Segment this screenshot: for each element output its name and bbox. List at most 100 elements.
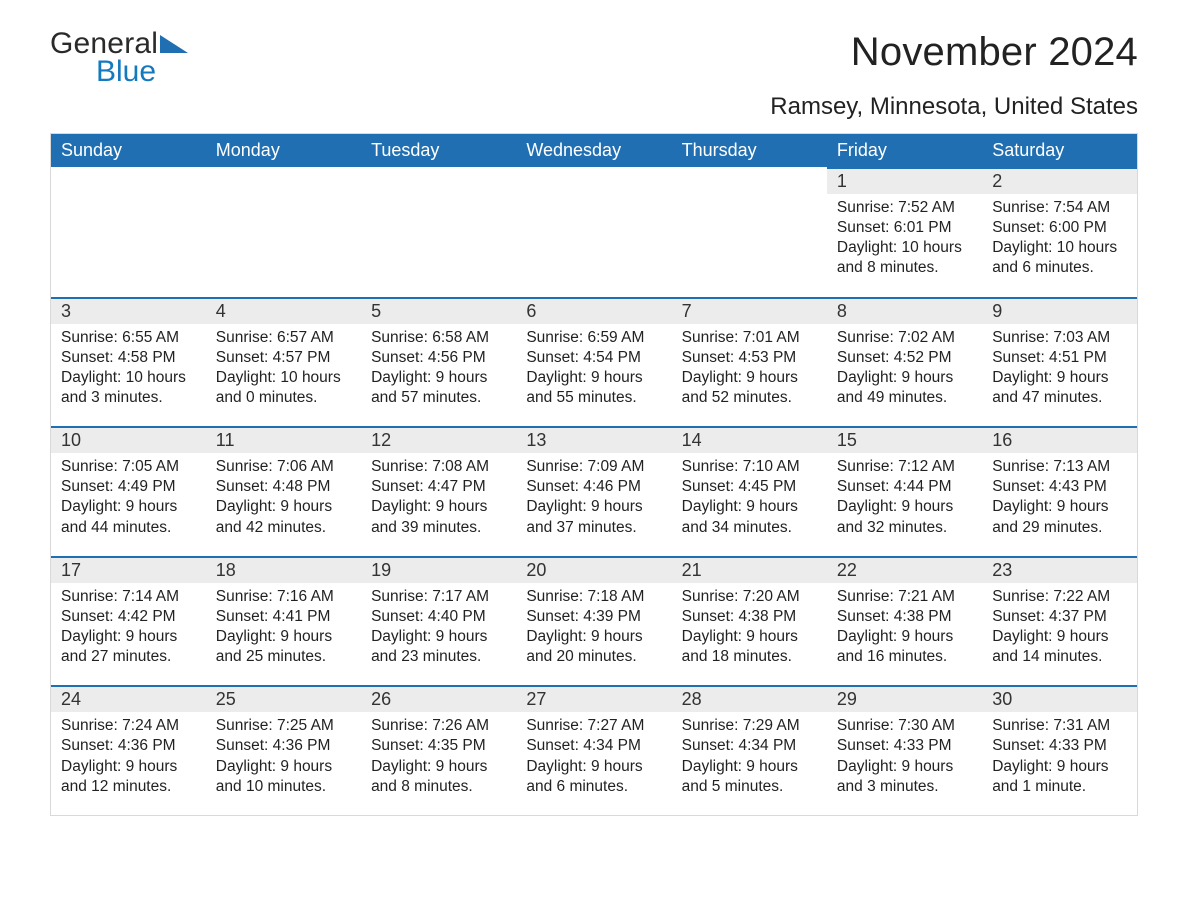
day-sunrise: Sunrise: 7:05 AM (61, 457, 196, 477)
day-sunrise: Sunrise: 7:10 AM (682, 457, 817, 477)
day-number: 29 (827, 685, 982, 712)
day-number: 15 (827, 426, 982, 453)
logo-word-general: General (50, 30, 158, 57)
calendar-cell: 18Sunrise: 7:16 AMSunset: 4:41 PMDayligh… (206, 556, 361, 686)
day-number: 1 (827, 167, 982, 194)
day-day2: and 10 minutes. (216, 777, 351, 797)
day-number: 21 (672, 556, 827, 583)
day-day1: Daylight: 9 hours (992, 368, 1127, 388)
day-sunset: Sunset: 6:01 PM (837, 218, 972, 238)
day-day2: and 14 minutes. (992, 647, 1127, 667)
day-sunset: Sunset: 4:57 PM (216, 348, 351, 368)
day-sunrise: Sunrise: 6:58 AM (371, 328, 506, 348)
calendar-cell: 1Sunrise: 7:52 AMSunset: 6:01 PMDaylight… (827, 167, 982, 297)
day-day1: Daylight: 9 hours (992, 497, 1127, 517)
day-day2: and 57 minutes. (371, 388, 506, 408)
calendar-cell: 26Sunrise: 7:26 AMSunset: 4:35 PMDayligh… (361, 685, 516, 815)
day-sunset: Sunset: 4:54 PM (526, 348, 661, 368)
day-details: Sunrise: 7:20 AMSunset: 4:38 PMDaylight:… (672, 583, 827, 668)
day-day2: and 8 minutes. (837, 258, 972, 278)
day-sunset: Sunset: 4:48 PM (216, 477, 351, 497)
day-day2: and 3 minutes. (61, 388, 196, 408)
day-details: Sunrise: 7:30 AMSunset: 4:33 PMDaylight:… (827, 712, 982, 797)
calendar-week: 24Sunrise: 7:24 AMSunset: 4:36 PMDayligh… (51, 685, 1138, 815)
logo: General Blue (50, 30, 188, 89)
calendar-cell: 14Sunrise: 7:10 AMSunset: 4:45 PMDayligh… (672, 426, 827, 556)
logo-word-blue: Blue (96, 55, 156, 89)
calendar-cell: 28Sunrise: 7:29 AMSunset: 4:34 PMDayligh… (672, 685, 827, 815)
day-number: 25 (206, 685, 361, 712)
day-number: 5 (361, 297, 516, 324)
day-details: Sunrise: 6:59 AMSunset: 4:54 PMDaylight:… (516, 324, 671, 409)
calendar-cell: 13Sunrise: 7:09 AMSunset: 4:46 PMDayligh… (516, 426, 671, 556)
day-sunset: Sunset: 4:52 PM (837, 348, 972, 368)
day-details: Sunrise: 6:55 AMSunset: 4:58 PMDaylight:… (51, 324, 206, 409)
col-tuesday: Tuesday (361, 134, 516, 168)
calendar-cell: 23Sunrise: 7:22 AMSunset: 4:37 PMDayligh… (982, 556, 1137, 686)
col-wednesday: Wednesday (516, 134, 671, 168)
day-day2: and 42 minutes. (216, 518, 351, 538)
day-sunrise: Sunrise: 7:18 AM (526, 587, 661, 607)
day-day1: Daylight: 9 hours (526, 627, 661, 647)
day-day1: Daylight: 9 hours (992, 627, 1127, 647)
day-day2: and 16 minutes. (837, 647, 972, 667)
day-sunset: Sunset: 4:35 PM (371, 736, 506, 756)
day-day1: Daylight: 9 hours (682, 368, 817, 388)
day-sunset: Sunset: 4:37 PM (992, 607, 1127, 627)
day-details: Sunrise: 7:16 AMSunset: 4:41 PMDaylight:… (206, 583, 361, 668)
calendar-cell: 8Sunrise: 7:02 AMSunset: 4:52 PMDaylight… (827, 297, 982, 427)
day-sunset: Sunset: 4:34 PM (526, 736, 661, 756)
day-details: Sunrise: 7:12 AMSunset: 4:44 PMDaylight:… (827, 453, 982, 538)
day-sunrise: Sunrise: 7:16 AM (216, 587, 351, 607)
day-day2: and 18 minutes. (682, 647, 817, 667)
day-number: 9 (982, 297, 1137, 324)
day-day2: and 47 minutes. (992, 388, 1127, 408)
day-day1: Daylight: 9 hours (371, 757, 506, 777)
day-number: 14 (672, 426, 827, 453)
calendar-cell (361, 167, 516, 297)
calendar-cell: 6Sunrise: 6:59 AMSunset: 4:54 PMDaylight… (516, 297, 671, 427)
day-sunrise: Sunrise: 7:03 AM (992, 328, 1127, 348)
day-sunrise: Sunrise: 6:57 AM (216, 328, 351, 348)
day-sunrise: Sunrise: 7:17 AM (371, 587, 506, 607)
day-day1: Daylight: 9 hours (61, 627, 196, 647)
day-day1: Daylight: 9 hours (216, 627, 351, 647)
calendar-week: 10Sunrise: 7:05 AMSunset: 4:49 PMDayligh… (51, 426, 1138, 556)
day-details: Sunrise: 7:08 AMSunset: 4:47 PMDaylight:… (361, 453, 516, 538)
day-day2: and 27 minutes. (61, 647, 196, 667)
col-monday: Monday (206, 134, 361, 168)
day-day1: Daylight: 9 hours (837, 368, 972, 388)
day-details: Sunrise: 7:54 AMSunset: 6:00 PMDaylight:… (982, 194, 1137, 279)
day-day2: and 20 minutes. (526, 647, 661, 667)
calendar-cell: 12Sunrise: 7:08 AMSunset: 4:47 PMDayligh… (361, 426, 516, 556)
day-sunset: Sunset: 4:39 PM (526, 607, 661, 627)
calendar-cell: 27Sunrise: 7:27 AMSunset: 4:34 PMDayligh… (516, 685, 671, 815)
day-number: 27 (516, 685, 671, 712)
day-sunset: Sunset: 4:46 PM (526, 477, 661, 497)
day-number: 26 (361, 685, 516, 712)
day-number: 2 (982, 167, 1137, 194)
day-sunset: Sunset: 4:36 PM (61, 736, 196, 756)
day-number: 3 (51, 297, 206, 324)
day-day1: Daylight: 10 hours (216, 368, 351, 388)
day-day2: and 39 minutes. (371, 518, 506, 538)
day-day1: Daylight: 9 hours (216, 497, 351, 517)
day-sunset: Sunset: 4:40 PM (371, 607, 506, 627)
calendar-week: 3Sunrise: 6:55 AMSunset: 4:58 PMDaylight… (51, 297, 1138, 427)
day-sunrise: Sunrise: 7:22 AM (992, 587, 1127, 607)
day-details: Sunrise: 7:13 AMSunset: 4:43 PMDaylight:… (982, 453, 1137, 538)
day-day1: Daylight: 10 hours (837, 238, 972, 258)
calendar-cell (672, 167, 827, 297)
day-day2: and 52 minutes. (682, 388, 817, 408)
calendar-cell: 7Sunrise: 7:01 AMSunset: 4:53 PMDaylight… (672, 297, 827, 427)
col-sunday: Sunday (51, 134, 206, 168)
day-day2: and 3 minutes. (837, 777, 972, 797)
calendar-header-row: Sunday Monday Tuesday Wednesday Thursday… (51, 134, 1138, 168)
day-day1: Daylight: 9 hours (837, 627, 972, 647)
day-day2: and 5 minutes. (682, 777, 817, 797)
logo-mark-icon (160, 33, 188, 56)
day-details: Sunrise: 7:05 AMSunset: 4:49 PMDaylight:… (51, 453, 206, 538)
title-block: November 2024 Ramsey, Minnesota, United … (770, 30, 1138, 127)
calendar-cell: 4Sunrise: 6:57 AMSunset: 4:57 PMDaylight… (206, 297, 361, 427)
day-day2: and 6 minutes. (992, 258, 1127, 278)
